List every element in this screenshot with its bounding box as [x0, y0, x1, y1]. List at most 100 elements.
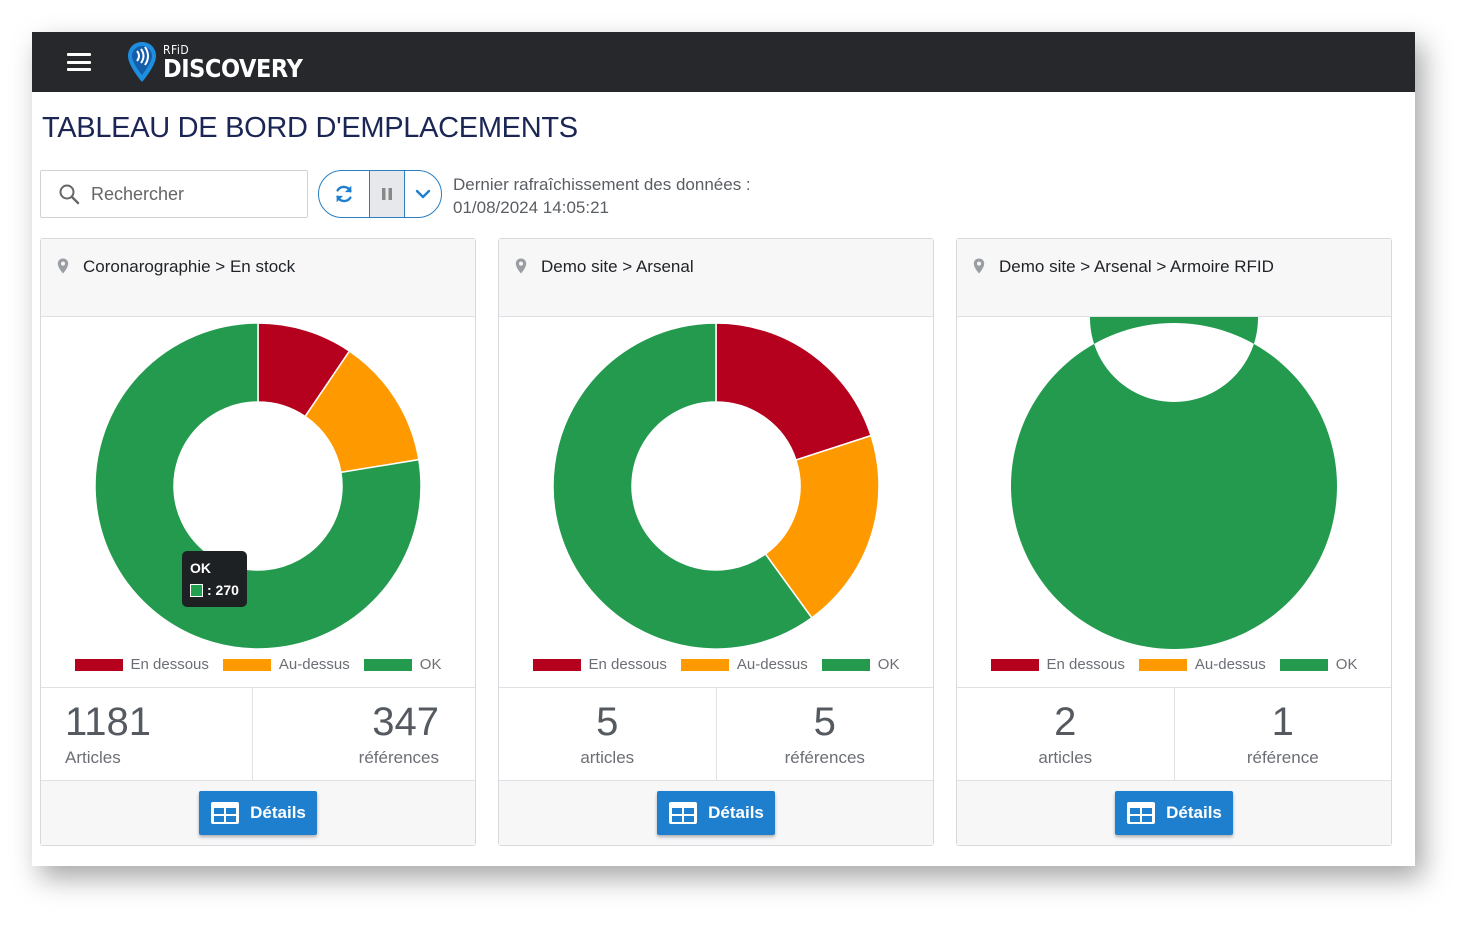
legend-swatch-ok	[1279, 658, 1328, 671]
legend-label-ok: OK	[419, 656, 442, 673]
logo-small-text: RFiD	[163, 42, 190, 57]
references-count: 1	[1271, 700, 1294, 744]
table-icon	[1127, 802, 1156, 824]
legend-item-below[interactable]: En dessous	[74, 656, 209, 673]
legend-item-below[interactable]: En dessous	[532, 656, 667, 673]
articles-stat: 2 articles	[957, 688, 1174, 780]
app-logo[interactable]: RFiD DISCOVERY	[127, 40, 318, 84]
legend-swatch-above	[1138, 658, 1187, 671]
legend-swatch-below	[532, 658, 581, 671]
table-icon	[669, 802, 698, 824]
card-stats: 1181 Articles 347 références	[41, 687, 475, 781]
legend-label-below: En dessous	[130, 656, 209, 673]
legend-swatch-ok	[821, 658, 870, 671]
card-stats: 5 articles 5 références	[499, 687, 933, 781]
refresh-icon	[336, 185, 352, 203]
chart-tooltip: OK : 270	[182, 551, 247, 607]
legend-label-below: En dessous	[1046, 656, 1125, 673]
legend-item-ok[interactable]: OK	[1279, 656, 1358, 673]
details-label: Détails	[708, 803, 764, 822]
references-label: référence	[1246, 748, 1319, 767]
articles-label: Articles	[65, 748, 121, 767]
references-stat: 1 référence	[1173, 688, 1392, 780]
references-label: références	[784, 748, 865, 767]
last-refresh-label: Dernier rafraîchissement des données :	[453, 175, 751, 194]
references-stat: 347 références	[251, 688, 476, 780]
tooltip-swatch	[190, 583, 203, 597]
search-input[interactable]	[89, 182, 293, 206]
legend-item-ok[interactable]: OK	[363, 656, 442, 673]
slice-ok[interactable]	[552, 322, 813, 650]
location-pin-icon	[515, 258, 527, 274]
card-header: Demo site > Arsenal	[499, 239, 933, 317]
legend-swatch-above	[222, 658, 271, 671]
legend-label-ok: OK	[1335, 656, 1358, 673]
legend-item-above[interactable]: Au-dessus	[222, 656, 350, 673]
page-title: TABLEAU DE BORD D'EMPLACEMENTS	[42, 112, 578, 144]
details-label: Détails	[250, 803, 306, 822]
table-icon	[211, 802, 240, 824]
donut-chart[interactable]	[957, 317, 1391, 687]
pause-icon	[382, 188, 392, 200]
details-button[interactable]: Détails	[657, 791, 775, 835]
donut-chart[interactable]	[499, 317, 933, 687]
donut-chart-svg	[552, 322, 880, 650]
legend-item-above[interactable]: Au-dessus	[1138, 656, 1266, 673]
legend-label-ok: OK	[877, 656, 900, 673]
location-card: Coronarographie > En stock OK : 270 En d…	[40, 238, 476, 846]
card-footer: Détails	[957, 781, 1391, 845]
legend-swatch-above	[680, 658, 729, 671]
articles-stat: 5 articles	[499, 688, 716, 780]
refresh-button[interactable]	[319, 171, 369, 217]
card-stats: 2 articles 1 référence	[957, 687, 1391, 781]
menu-icon[interactable]	[67, 53, 91, 71]
details-label: Détails	[1166, 803, 1222, 822]
articles-count: 1181	[65, 700, 152, 744]
donut-chart-svg	[94, 322, 422, 650]
references-count: 5	[813, 700, 836, 744]
slice-below[interactable]	[715, 322, 872, 461]
chart-legend: En dessous Au-dessus OK	[957, 656, 1391, 673]
articles-count: 5	[596, 700, 619, 744]
legend-label-above: Au-dessus	[736, 656, 808, 673]
references-label: références	[358, 748, 439, 767]
legend-item-ok[interactable]: OK	[821, 656, 900, 673]
details-button[interactable]: Détails	[199, 791, 317, 835]
references-stat: 5 références	[715, 688, 934, 780]
articles-label: articles	[580, 748, 635, 767]
card-title: Demo site > Arsenal > Armoire RFID	[999, 257, 1274, 276]
logo-pin-icon	[128, 42, 156, 82]
refresh-interval-dropdown[interactable]	[405, 171, 441, 217]
last-refresh-timestamp: 01/08/2024 14:05:21	[453, 198, 609, 217]
location-card: Demo site > Arsenal > Armoire RFID En de…	[956, 238, 1392, 846]
slice-above[interactable]	[764, 434, 880, 619]
references-count: 347	[372, 700, 439, 744]
articles-stat: 1181 Articles	[41, 688, 252, 780]
app-window: RFiD DISCOVERY TABLEAU DE BORD D'EMPLACE…	[32, 32, 1415, 866]
location-pin-icon	[57, 258, 69, 274]
chart-legend: En dessous Au-dessus OK	[41, 656, 475, 673]
tooltip-value: : 270	[207, 582, 239, 598]
card-title: Coronarographie > En stock	[83, 257, 296, 276]
slice-ok[interactable]	[1011, 317, 1337, 649]
card-title: Demo site > Arsenal	[541, 257, 694, 276]
legend-item-above[interactable]: Au-dessus	[680, 656, 808, 673]
donut-chart[interactable]: OK : 270	[41, 317, 475, 687]
legend-label-below: En dessous	[588, 656, 667, 673]
legend-label-above: Au-dessus	[1194, 656, 1266, 673]
card-footer: Détails	[41, 781, 475, 845]
chevron-down-icon	[415, 189, 431, 199]
articles-label: articles	[1038, 748, 1093, 767]
donut-chart-svg	[1011, 317, 1337, 649]
chart-legend: En dessous Au-dessus OK	[499, 656, 933, 673]
card-header: Coronarographie > En stock	[41, 239, 475, 317]
location-card: Demo site > Arsenal En dessous Au-dessus…	[498, 238, 934, 846]
legend-swatch-below	[990, 658, 1039, 671]
details-button[interactable]: Détails	[1115, 791, 1233, 835]
tooltip-label: OK	[190, 560, 211, 576]
slice-ok[interactable]	[94, 322, 422, 650]
search-box[interactable]	[40, 170, 308, 218]
refresh-controls	[318, 170, 442, 218]
legend-item-below[interactable]: En dessous	[990, 656, 1125, 673]
pause-button[interactable]	[369, 171, 405, 217]
